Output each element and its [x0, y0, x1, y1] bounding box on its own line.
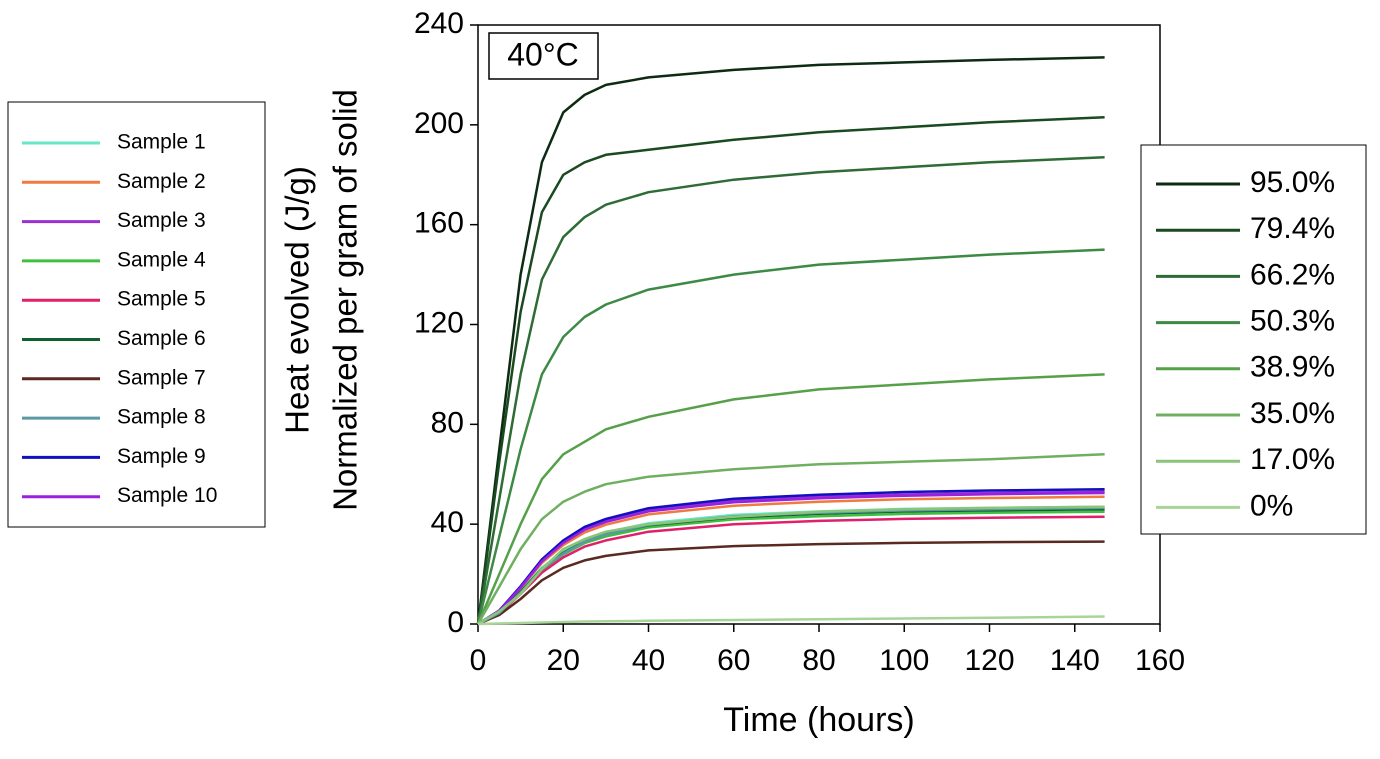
legend-label: 50.3% [1250, 305, 1335, 338]
y-tick-label: 200 [414, 107, 464, 140]
x-tick-label: 140 [1050, 644, 1100, 677]
x-tick-label: 80 [802, 644, 835, 677]
legend-label: Sample 3 [117, 209, 206, 232]
legend-label: 0% [1250, 489, 1293, 522]
y-tick-label: 160 [414, 207, 464, 240]
x-axis-title: Time (hours) [723, 701, 914, 739]
legend-label: Sample 1 [117, 131, 206, 154]
y-tick-label: 0 [447, 606, 464, 639]
legend-label: 66.2% [1250, 258, 1335, 291]
series-line [476, 56, 1105, 625]
series-line [477, 505, 1105, 626]
y-tick-label: 80 [431, 406, 464, 439]
series-line [476, 453, 1105, 625]
annotation: 40°C [507, 36, 579, 72]
legend-box [1140, 144, 1367, 535]
legend-label: 35.0% [1250, 397, 1335, 430]
annotation-box [488, 32, 599, 80]
y-tick-label: 40 [431, 506, 464, 539]
series-line [477, 540, 1105, 626]
x-tick-label: 100 [879, 644, 929, 677]
series-line [476, 248, 1105, 625]
x-tick-label: 20 [547, 644, 580, 677]
series-line [477, 615, 1105, 626]
series-line [477, 510, 1105, 626]
y-axis-title: Heat evolved (J/g) [279, 166, 316, 434]
legend-label: 79.4% [1250, 212, 1335, 245]
x-tick-label: 160 [1135, 644, 1185, 677]
x-tick-label: 120 [964, 644, 1014, 677]
series-line [476, 156, 1105, 625]
legend-label: 38.9% [1250, 351, 1335, 384]
x-tick-label: 60 [717, 644, 750, 677]
y-tick-label: 240 [414, 7, 464, 40]
legend-label: Sample 4 [117, 248, 206, 271]
legend-label: Sample 7 [117, 366, 206, 389]
series-line [477, 507, 1105, 626]
series-line [476, 116, 1105, 625]
legend-label: Sample 5 [117, 288, 206, 311]
y-tick-label: 120 [414, 306, 464, 339]
series-line [476, 373, 1105, 625]
x-tick-label: 0 [470, 644, 487, 677]
x-tick-label: 40 [632, 644, 665, 677]
legend-label: Sample 2 [117, 170, 206, 193]
legend-label: Sample 9 [117, 445, 206, 468]
y-axis-title: Normalized per gram of solid [327, 89, 364, 511]
legend-label: 95.0% [1250, 166, 1335, 199]
series-line [477, 491, 1105, 626]
legend-label: Sample 6 [117, 327, 206, 350]
legend-label: 17.0% [1250, 443, 1335, 476]
legend-label: Sample 8 [117, 406, 206, 429]
legend-label: Sample 10 [117, 484, 217, 507]
series-line [477, 515, 1105, 626]
